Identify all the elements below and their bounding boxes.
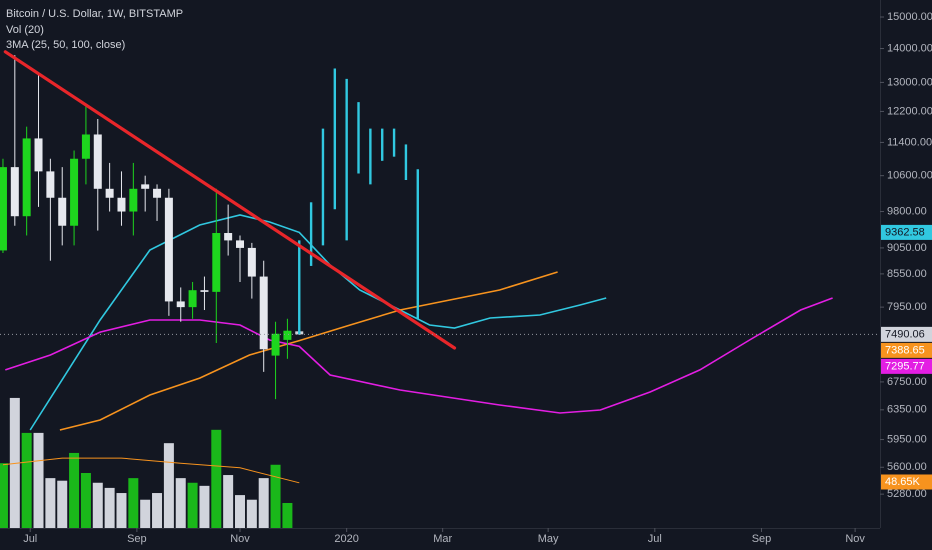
- x-tick-label: May: [538, 533, 559, 545]
- candle-body: [117, 197, 126, 212]
- x-tick-label: Sep: [752, 533, 772, 545]
- candle-body: [247, 247, 256, 277]
- y-tick-label: 9050.00: [887, 242, 927, 254]
- price-label-box: [881, 224, 932, 240]
- volume-bar: [199, 485, 210, 528]
- x-tick-label: Sep: [127, 533, 147, 545]
- volume-bar: [104, 487, 115, 528]
- volume-bar: [270, 464, 281, 528]
- x-tick-label: Jul: [23, 533, 37, 545]
- y-tick-label: 15000.00: [887, 11, 932, 23]
- candle-body: [58, 197, 67, 226]
- candle-body: [141, 184, 150, 189]
- volume-bar: [258, 478, 269, 528]
- y-tick-label: 8550.00: [887, 268, 927, 280]
- candle-body: [105, 188, 114, 198]
- y-tick-label: 12200.00: [887, 105, 932, 117]
- volume-legend: Vol (20): [6, 24, 44, 36]
- y-tick-label: 10600.00: [887, 170, 932, 182]
- candle-body: [212, 233, 221, 292]
- candle-body: [34, 138, 43, 172]
- x-tick-label: Nov: [230, 533, 250, 545]
- price-label-box: [881, 342, 932, 358]
- volume-bar: [175, 478, 186, 528]
- y-tick-label: 6750.00: [887, 376, 927, 388]
- volume-bar: [140, 499, 151, 528]
- y-tick-label: 9800.00: [887, 205, 927, 217]
- trend-line: [3, 50, 457, 350]
- volume-bar: [45, 478, 56, 528]
- volume-bar: [80, 472, 91, 528]
- candle-body: [81, 134, 90, 159]
- y-tick-label: 11400.00: [887, 136, 932, 148]
- price-label-box: [881, 358, 932, 374]
- volume-label-box: [881, 474, 932, 490]
- price-label: 7388.65: [885, 344, 925, 356]
- volume-bar: [163, 443, 174, 528]
- candle-body: [259, 276, 268, 350]
- chart-title: Bitcoin / U.S. Dollar, 1W, BITSTAMP: [6, 8, 183, 20]
- y-tick-label: 14000.00: [887, 42, 932, 54]
- x-tick-label: 2020: [334, 533, 358, 545]
- candle-body: [188, 290, 197, 308]
- ma-line: [59, 271, 558, 431]
- candle-body: [93, 134, 102, 189]
- y-tick-label: 6350.00: [887, 404, 927, 416]
- price-label: 7295.77: [885, 360, 925, 372]
- x-tick-label: Jul: [648, 533, 662, 545]
- y-tick-label: 7950.00: [887, 301, 927, 313]
- volume-bar: [92, 482, 103, 528]
- candle-body: [176, 301, 185, 308]
- volume-bar: [152, 493, 163, 528]
- volume-bar: [223, 475, 234, 528]
- ma-line: [5, 297, 833, 414]
- candle-body: [164, 197, 173, 302]
- candle-body: [200, 290, 209, 292]
- volume-bar: [128, 478, 139, 528]
- candle-body: [224, 233, 233, 241]
- y-tick-label: 5280.00: [887, 488, 927, 500]
- volume-label: 48.65K: [885, 476, 921, 488]
- volume-bar: [33, 432, 44, 528]
- candle-body: [10, 167, 19, 217]
- y-tick-label: 5950.00: [887, 433, 927, 445]
- x-tick-label: Nov: [845, 533, 865, 545]
- volume-bar: [187, 482, 198, 528]
- candle-body: [283, 330, 292, 340]
- plot: [0, 50, 880, 528]
- volume-bar: [116, 493, 127, 528]
- volume-bar: [21, 432, 32, 528]
- candle-body: [46, 171, 55, 198]
- candle-body: [153, 188, 162, 198]
- candle-body: [22, 138, 31, 217]
- price-label-box: [881, 326, 932, 342]
- candle-body: [0, 167, 7, 251]
- volume-bar: [57, 480, 68, 528]
- candle-body: [70, 158, 79, 226]
- volume-bar: [0, 463, 8, 528]
- volume-bar: [211, 429, 222, 528]
- volume-bar: [235, 495, 245, 528]
- price-label: 7490.06: [885, 328, 925, 340]
- candle-body: [129, 188, 138, 212]
- volume-ma-line: [2, 457, 300, 484]
- candle-body: [271, 333, 280, 356]
- y-tick-label: 5600.00: [887, 461, 927, 473]
- volume-bar: [69, 452, 80, 528]
- volume-bar: [282, 502, 293, 528]
- price-label: 9362.58: [885, 226, 925, 238]
- y-tick-label: 13000.00: [887, 76, 932, 88]
- x-tick-label: Mar: [433, 533, 452, 545]
- candle-body: [236, 240, 244, 248]
- ma-legend: 3MA (25, 50, 100, close): [6, 39, 125, 51]
- volume-bar: [246, 499, 257, 528]
